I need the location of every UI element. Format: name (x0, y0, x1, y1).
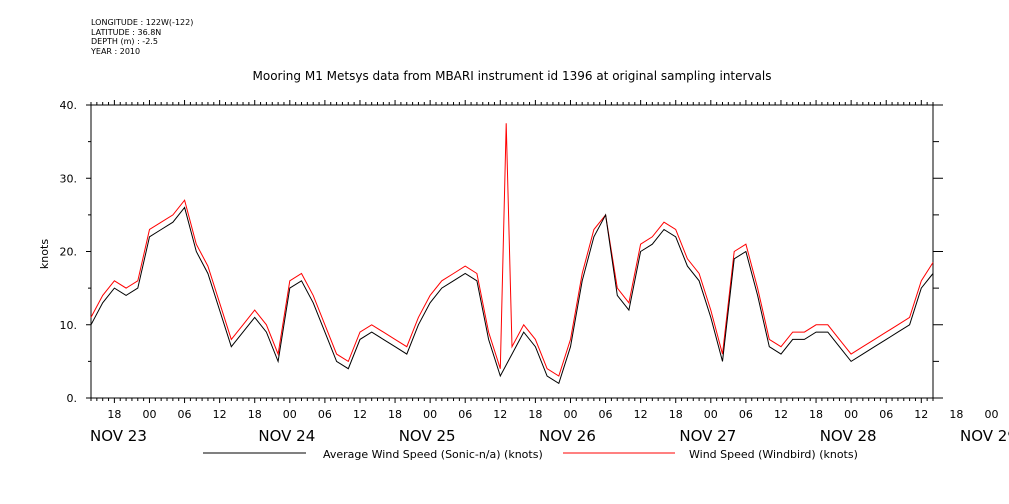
x-hour-label: 18 (248, 408, 262, 421)
x-day-label: NOV 23 (90, 427, 147, 445)
x-hour-label: 00 (283, 408, 297, 421)
x-axis-ticks: 18 00 06 12 18 00 06 12 18 00 06 12 18 00 06 12 18 00 06 12… (90, 100, 1009, 445)
x-hour-label: 00 (423, 408, 437, 421)
y-tick-label: 40. (60, 99, 78, 112)
x-hour-label: 18 (528, 408, 542, 421)
x-hour-label: 18 (949, 408, 963, 421)
x-day-label: NOV 27 (679, 427, 736, 445)
x-hour-label: 06 (318, 408, 332, 421)
series-line-windbird-wind-speed (90, 123, 934, 377)
y-axis-ticks: 0. 10. 20. 30. 40. (60, 99, 943, 405)
legend: Average Wind Speed (Sonic-n/a) (knots) W… (203, 448, 858, 461)
x-hour-label: 18 (107, 408, 121, 421)
x-day-label: NOV 26 (539, 427, 596, 445)
x-hour-label: 06 (599, 408, 613, 421)
x-hour-label: 00 (704, 408, 718, 421)
x-hour-label: 18 (388, 408, 402, 421)
x-hour-label: 00 (844, 408, 858, 421)
x-day-label: NOV 28 (820, 427, 877, 445)
legend-label-average: Average Wind Speed (Sonic-n/a) (knots) (323, 448, 543, 461)
year-text: YEAR : 2010 (91, 46, 141, 56)
y-tick-label: 0. (67, 392, 78, 405)
x-hour-label: 12 (914, 408, 928, 421)
latitude-text: LATITUDE : 36.8N (91, 27, 162, 37)
x-day-label: NOV 25 (399, 427, 456, 445)
y-axis-label: knots (38, 239, 51, 269)
x-hour-label: 06 (178, 408, 192, 421)
y-tick-label: 30. (60, 172, 78, 185)
x-hour-label: 12 (213, 408, 227, 421)
y-tick-label: 10. (60, 319, 78, 332)
x-hour-label: 12 (634, 408, 648, 421)
x-hour-label: 00 (984, 408, 998, 421)
x-hour-label: 18 (669, 408, 683, 421)
x-hour-label: 00 (142, 408, 156, 421)
x-day-label: NOV 29 (960, 427, 1009, 445)
metadata-block: LONGITUDE : 122W(-122) LATITUDE : 36.8N … (91, 18, 193, 56)
x-day-label: NOV 24 (258, 427, 315, 445)
x-hour-label: 18 (809, 408, 823, 421)
x-hour-label: 06 (879, 408, 893, 421)
x-hour-label: 06 (458, 408, 472, 421)
x-hour-label: 00 (563, 408, 577, 421)
depth-text: DEPTH (m) : -2.5 (91, 37, 158, 46)
series-group (90, 123, 934, 385)
series-line-average-wind-speed (90, 206, 934, 385)
x-hour-label: 06 (739, 408, 753, 421)
y-tick-label: 20. (60, 246, 78, 259)
x-hour-label: 12 (774, 408, 788, 421)
legend-label-windbird: Wind Speed (Windbird) (knots) (689, 448, 858, 461)
chart-title: Mooring M1 Metsys data from MBARI instru… (253, 69, 772, 83)
x-hour-label: 12 (493, 408, 507, 421)
x-hour-label: 12 (353, 408, 367, 421)
longitude-text: LONGITUDE : 122W(-122) (91, 18, 194, 27)
